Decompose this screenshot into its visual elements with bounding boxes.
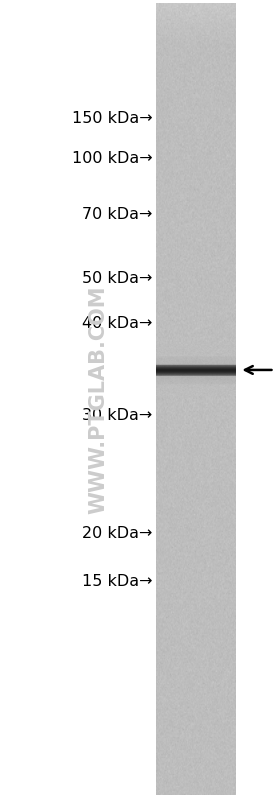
Text: 15 kDa→: 15 kDa→ [82, 574, 153, 589]
Text: 20 kDa→: 20 kDa→ [82, 527, 153, 541]
Text: 150 kDa→: 150 kDa→ [72, 111, 153, 125]
Text: 70 kDa→: 70 kDa→ [82, 207, 153, 221]
Text: 40 kDa→: 40 kDa→ [82, 316, 153, 331]
Text: 50 kDa→: 50 kDa→ [82, 271, 153, 285]
Text: WWW.PTGLAB.COM: WWW.PTGLAB.COM [88, 285, 108, 514]
Text: 100 kDa→: 100 kDa→ [72, 151, 153, 165]
Text: 30 kDa→: 30 kDa→ [82, 408, 153, 423]
